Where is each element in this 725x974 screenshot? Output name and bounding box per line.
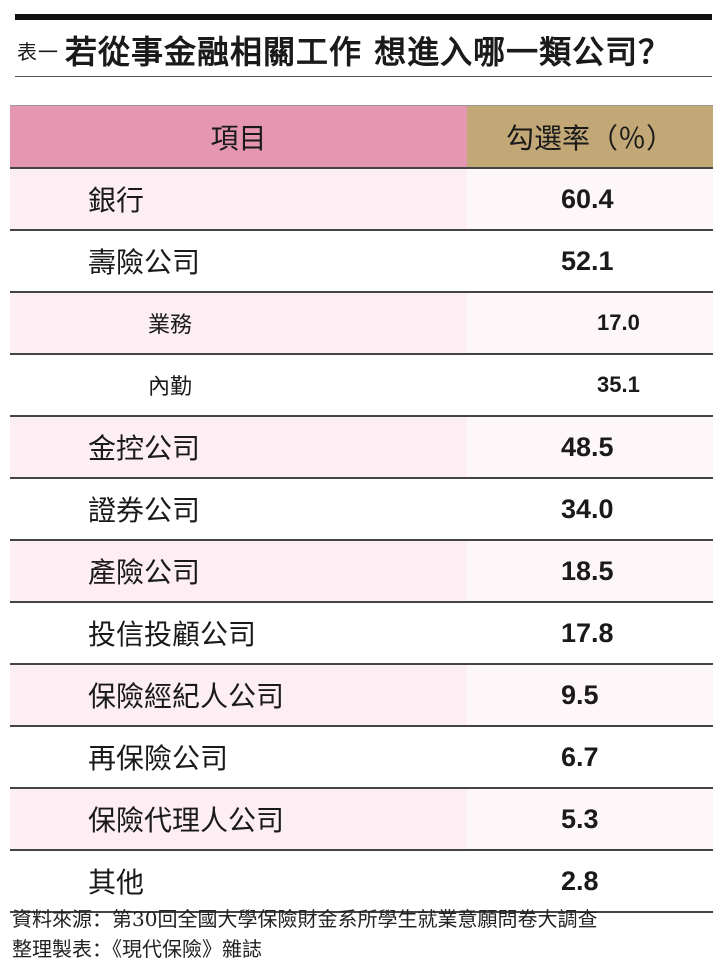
compiler-line: 整理製表：《現代保險》雜誌 (12, 937, 262, 961)
row-value: 5.3 (467, 789, 713, 849)
row-label: 產險公司 (10, 541, 467, 601)
title-main: 若從事金融相關工作 想進入哪一類公司？ (65, 33, 672, 71)
top-rule (15, 14, 712, 20)
title-divider (15, 76, 712, 77)
row-value: 17.8 (467, 603, 713, 663)
table-title: 表一 若從事金融相關工作 想進入哪一類公司？ (17, 26, 707, 74)
table-row: 壽險公司 52.1 (10, 229, 713, 291)
row-label: 證券公司 (10, 479, 467, 539)
row-value: 9.5 (467, 665, 713, 725)
row-label: 保險經紀人公司 (10, 665, 467, 725)
header-value: 勾選率（％） (467, 106, 713, 167)
row-label: 再保險公司 (10, 727, 467, 787)
subrow-value: 17.0 (467, 293, 713, 353)
row-value: 52.1 (467, 231, 713, 291)
table-subrow: 內勤 35.1 (10, 353, 713, 415)
table-header: 項目 勾選率（％） (10, 105, 713, 167)
row-value: 34.0 (467, 479, 713, 539)
row-value: 2.8 (467, 851, 713, 911)
row-label: 保險代理人公司 (10, 789, 467, 849)
header-item: 項目 (10, 106, 467, 167)
row-value: 60.4 (467, 169, 713, 229)
source-line: 資料來源：第30回全國大學保險財金系所學生就業意願問卷大調查 (12, 907, 598, 931)
row-value: 18.5 (467, 541, 713, 601)
row-value: 48.5 (467, 417, 713, 477)
table-row: 金控公司 48.5 (10, 415, 713, 477)
table-bottom-rule (10, 911, 713, 913)
table-row: 證券公司 34.0 (10, 477, 713, 539)
row-label: 投信投顧公司 (10, 603, 467, 663)
table-row: 銀行 60.4 (10, 167, 713, 229)
title-prefix: 表一 (17, 39, 59, 64)
row-label: 銀行 (10, 169, 467, 229)
row-value: 6.7 (467, 727, 713, 787)
row-label: 金控公司 (10, 417, 467, 477)
row-label: 其他 (10, 851, 467, 911)
source-note: 資料來源：第30回全國大學保險財金系所學生就業意願問卷大調查 整理製表：《現代保… (12, 904, 712, 964)
subrow-label: 業務 (10, 293, 467, 353)
table-row: 其他 2.8 (10, 849, 713, 911)
table-row: 保險經紀人公司 9.5 (10, 663, 713, 725)
table-row: 產險公司 18.5 (10, 539, 713, 601)
table-row: 投信投顧公司 17.8 (10, 601, 713, 663)
table-subrow: 業務 17.0 (10, 291, 713, 353)
table-row: 保險代理人公司 5.3 (10, 787, 713, 849)
table-row: 再保險公司 6.7 (10, 725, 713, 787)
subrow-value: 35.1 (467, 355, 713, 415)
survey-table: 項目 勾選率（％） 銀行 60.4 壽險公司 52.1 業務 17.0 內勤 3… (10, 105, 713, 913)
subrow-label: 內勤 (10, 355, 467, 415)
row-label: 壽險公司 (10, 231, 467, 291)
